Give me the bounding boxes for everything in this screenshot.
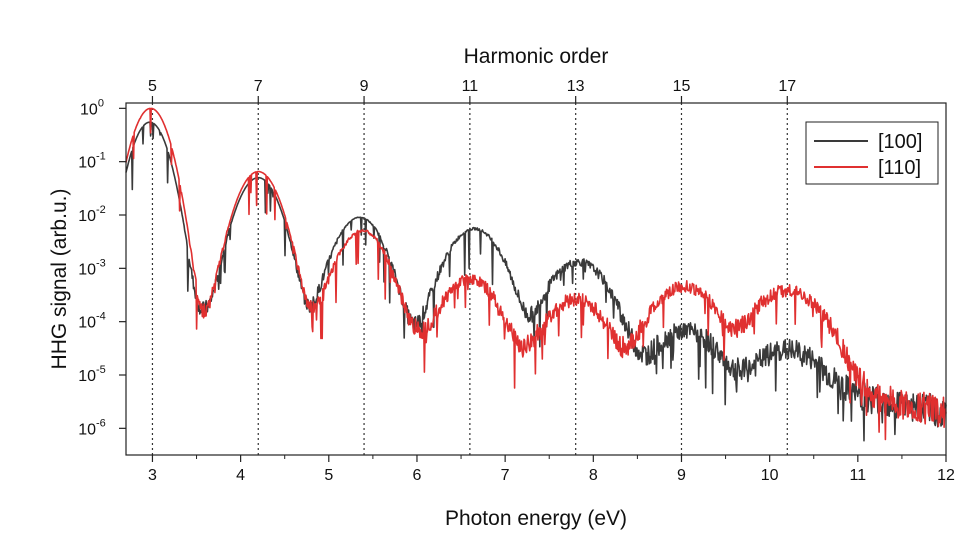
legend: [100] [110] <box>805 121 939 185</box>
y-tick-exponent: -4 <box>96 311 106 323</box>
y-tick-exponent: -6 <box>96 417 106 429</box>
y-tick-base: 10 <box>78 261 96 278</box>
top-tick-label: 5 <box>148 78 157 95</box>
top-tick-label: 9 <box>360 78 369 95</box>
y-tick-label: 10-5 <box>78 364 106 385</box>
y-tick-base: 10 <box>80 101 98 118</box>
y-tick-exponent: -5 <box>96 364 106 376</box>
legend-label: [100] <box>878 131 922 153</box>
top-tick-label: 13 <box>567 78 585 95</box>
y-tick-label: 10-3 <box>78 257 106 278</box>
x-tick-label: 7 <box>501 467 510 484</box>
y-tick-exponent: -1 <box>96 151 106 163</box>
x-axis-label: Photon energy (eV) <box>445 507 627 530</box>
x-tick-label: 10 <box>761 467 779 484</box>
x-tick-label: 3 <box>148 467 157 484</box>
series-line-110 <box>125 107 947 441</box>
top-tick-label: 17 <box>778 78 796 95</box>
x-tick-label: 12 <box>937 467 955 484</box>
series-layer <box>125 107 947 442</box>
x-tick-label: 6 <box>413 467 422 484</box>
y-tick-base: 10 <box>78 155 96 172</box>
series-line-100 <box>125 121 947 442</box>
y-tick-label: 10-1 <box>78 151 106 172</box>
top-axis: 5 7 9 11 13 15 17 <box>148 78 796 103</box>
x-axis: 3 4 5 6 7 8 9 10 11 12 <box>148 455 955 484</box>
y-tick-base: 10 <box>78 208 96 225</box>
y-tick-label: 10-6 <box>78 417 106 438</box>
top-tick-label: 15 <box>673 78 691 95</box>
top-tick-label: 7 <box>254 78 263 95</box>
legend-box <box>805 121 939 185</box>
top-axis-label: Harmonic order <box>464 45 609 68</box>
y-axis-label: HHG signal (arb.u.) <box>48 189 71 370</box>
plot-frame <box>125 102 947 456</box>
x-tick-label: 11 <box>850 467 867 484</box>
y-tick-label: 10-4 <box>78 311 106 332</box>
y-tick-exponent: -2 <box>96 204 106 216</box>
y-tick-exponent: -3 <box>96 257 106 269</box>
x-tick-label: 4 <box>236 467 245 484</box>
y-tick-base: 10 <box>78 421 96 438</box>
x-tick-label: 5 <box>324 467 333 484</box>
x-tick-label: 8 <box>589 467 598 484</box>
legend-label: [110] <box>878 157 921 179</box>
x-tick-label: 9 <box>677 467 686 484</box>
y-tick-exponent: 0 <box>98 97 104 109</box>
y-tick-base: 10 <box>78 368 96 385</box>
y-tick-base: 10 <box>78 315 96 332</box>
top-tick-label: 11 <box>462 78 479 95</box>
y-tick-label: 10-2 <box>78 204 106 225</box>
y-tick-label: 100 <box>80 97 104 118</box>
